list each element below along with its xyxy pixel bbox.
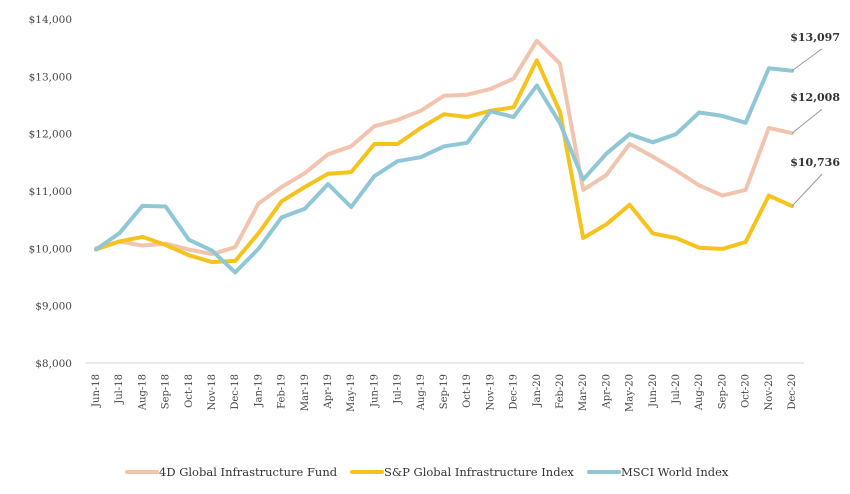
x-tick-label: Oct-20 [741, 374, 752, 408]
x-axis: Jun-18 Jul-18 Aug-18 Sep-18 Oct-18 Nov-18 Dec-… [86, 362, 804, 412]
x-tick-label: Oct-18 [184, 374, 195, 408]
y-tick-label: $9,000 [35, 301, 72, 313]
x-tick-label: Sep-19 [439, 374, 450, 409]
x-tick-label: Aug-20 [694, 374, 705, 411]
x-tick-label: Jan-20 [532, 374, 543, 408]
x-tick-label: Mar-19 [300, 374, 311, 411]
x-tick-label: Jul-18 [114, 374, 125, 405]
x-tick-label: Dec-18 [230, 374, 241, 410]
x-tick-label: Apr-20 [601, 374, 612, 410]
x-tick-label: May-20 [625, 374, 636, 412]
legend: 4D Global Infrastructure Fund S&P Global … [125, 465, 729, 479]
legend-label: S&P Global Infrastructure Index [384, 465, 574, 479]
x-tick-label: Jun-20 [648, 374, 659, 408]
end-value-label: $10,736 [790, 156, 840, 169]
x-tick-label: Feb-20 [555, 374, 566, 409]
series-line-0 [94, 38, 794, 257]
y-axis: $8,000 $9,000 $10,000 $11,000 $12,000 $13,000… [29, 14, 72, 370]
x-tick-label: Feb-19 [277, 374, 288, 409]
x-tick-label: May-19 [346, 374, 357, 412]
y-tick-label: $11,000 [29, 186, 72, 198]
x-tick-label: Jan-19 [253, 374, 264, 408]
end-label-leader [791, 48, 823, 72]
end-value-label: $13,097 [790, 31, 840, 44]
x-tick-label: Jul-19 [393, 374, 404, 405]
end-labels: $13,097 $12,008 $10,736 [790, 31, 840, 207]
x-tick-label: Sep-20 [717, 374, 728, 409]
y-tick-label: $13,000 [29, 71, 72, 83]
series-line-1 [94, 58, 794, 265]
x-tick-label: Oct-19 [462, 374, 473, 408]
x-tick-label: Nov-18 [207, 374, 218, 411]
x-tick-label: Dec-19 [509, 374, 520, 410]
x-tick-label: Dec-20 [787, 374, 798, 410]
legend-label: 4D Global Infrastructure Fund [159, 465, 338, 479]
legend-label: MSCI World Index [621, 465, 729, 479]
x-tick-label: Mar-20 [578, 374, 589, 411]
x-tick-label: Jun-18 [91, 374, 102, 408]
x-tick-label: Nov-19 [485, 374, 496, 411]
y-tick-label: $12,000 [29, 129, 72, 141]
end-label-leader [791, 108, 823, 134]
y-tick-label: $10,000 [29, 243, 72, 255]
x-tick-label: Apr-19 [323, 374, 334, 410]
y-tick-label: $8,000 [35, 358, 72, 370]
x-tick-label: Jun-19 [369, 374, 380, 408]
x-tick-label: Aug-19 [416, 374, 427, 411]
series-line-2 [94, 66, 794, 275]
end-label-leader [791, 173, 823, 207]
x-tick-label: Sep-18 [161, 374, 172, 409]
y-tick-label: $14,000 [29, 14, 72, 26]
end-value-label: $12,008 [790, 91, 840, 104]
series-layer [94, 38, 794, 275]
x-tick-label: Jul-20 [671, 374, 682, 405]
x-tick-label: Aug-18 [137, 374, 148, 411]
x-tick-label: Nov-20 [764, 374, 775, 411]
